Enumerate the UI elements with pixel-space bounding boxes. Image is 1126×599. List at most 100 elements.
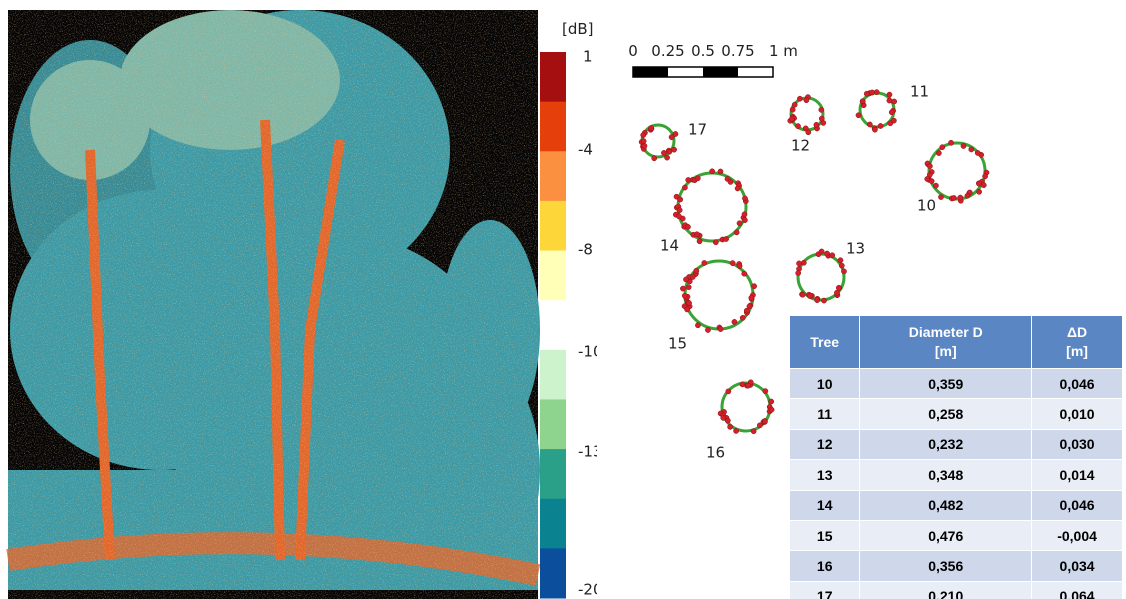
scan-point: [763, 389, 768, 394]
colorbar-band: [540, 449, 566, 499]
scan-point: [925, 176, 930, 181]
tree-label: 11: [910, 83, 929, 101]
tree-label: 10: [917, 197, 936, 215]
figure: [dB] 1-4-8-10-13-20 00.250.50.751 m 1712…: [0, 0, 1126, 599]
diameter-table: TreeDiameter D [m]ΔD [m] 100,3590,046110…: [790, 316, 1123, 599]
scan-point: [726, 389, 731, 394]
scan-point: [667, 149, 672, 154]
scan-point: [819, 249, 824, 254]
colorbar: [540, 52, 566, 599]
scan-point: [728, 179, 733, 184]
scan-point: [977, 189, 982, 194]
table-cell: 13: [790, 460, 860, 490]
scan-point: [734, 230, 739, 235]
table-cell: 14: [790, 490, 860, 520]
table-cell: 0,258: [860, 399, 1032, 429]
tree-label: 14: [660, 237, 679, 255]
scan-point: [710, 169, 715, 174]
colorbar-tick-label: 1: [583, 48, 593, 66]
scan-point: [685, 224, 690, 229]
scan-point: [684, 307, 689, 312]
scan-point: [860, 99, 865, 104]
scan-point: [682, 185, 687, 190]
table-cell: 0,046: [1032, 490, 1123, 520]
scan-point: [641, 133, 646, 138]
colorbar-tick-label: -20: [578, 581, 603, 599]
scan-point: [830, 253, 835, 258]
table-cell: 0,064: [1032, 581, 1123, 599]
table-cell: 0,482: [860, 490, 1032, 520]
scan-point: [864, 91, 869, 96]
scale-label: 0.5: [691, 42, 715, 60]
table-cell: 0,046: [1032, 369, 1123, 399]
scan-point: [742, 196, 747, 201]
colorbar-band: [540, 399, 566, 449]
scan-point: [814, 122, 819, 127]
scan-point: [705, 327, 710, 332]
scan-point: [680, 286, 685, 291]
table-cell: 0,030: [1032, 429, 1123, 459]
scan-point: [892, 99, 897, 104]
scan-point: [936, 150, 941, 155]
point-cloud-image: [8, 10, 540, 599]
scan-point: [856, 113, 861, 118]
scan-point: [927, 164, 932, 169]
scan-point: [721, 415, 726, 420]
scan-point: [839, 263, 844, 268]
table-cell: 11: [790, 399, 860, 429]
colorbar-unit: [dB]: [562, 20, 594, 38]
scan-point: [790, 107, 795, 112]
scan-point: [664, 155, 669, 160]
scan-point: [807, 293, 812, 298]
scan-point: [695, 176, 700, 181]
table-row: 110,2580,010: [790, 399, 1123, 429]
table-cell: 0,356: [860, 551, 1032, 581]
colorbar-band: [540, 251, 566, 301]
scan-point: [867, 122, 872, 127]
scan-point: [796, 270, 801, 275]
scan-point: [751, 429, 756, 434]
scan-point: [976, 181, 981, 186]
colorbar-band: [540, 548, 566, 598]
scan-point: [732, 319, 737, 324]
scan-point: [694, 268, 699, 273]
scan-point: [724, 236, 729, 241]
table-header-cell: ΔD [m]: [1032, 316, 1123, 369]
scan-point: [718, 169, 723, 174]
scan-point: [889, 110, 894, 115]
scan-point: [797, 96, 802, 101]
scan-point: [718, 326, 723, 331]
scan-point: [800, 292, 805, 297]
table-cell: 0,014: [1032, 460, 1123, 490]
scan-point: [940, 145, 945, 150]
table-header-cell: Diameter D [m]: [860, 316, 1032, 369]
tree-section: 11: [856, 83, 929, 133]
scan-point: [870, 90, 875, 95]
table-row: 100,3590,046: [790, 369, 1123, 399]
scan-point: [746, 383, 751, 388]
scan-point: [697, 239, 702, 244]
scan-point: [735, 186, 740, 191]
scan-point: [752, 284, 757, 289]
colorbar-tick-label: -4: [578, 141, 593, 159]
scan-point: [887, 92, 892, 97]
tree-section: 13: [796, 240, 866, 304]
scan-point: [769, 407, 774, 412]
scan-point: [749, 295, 754, 300]
scan-point: [690, 274, 695, 279]
table-cell: 0,348: [860, 460, 1032, 490]
scan-point: [834, 290, 839, 295]
scan-point: [742, 271, 747, 276]
tree-label: 15: [668, 335, 687, 353]
colorbar-tick-label: -13: [578, 443, 603, 461]
scan-point: [713, 240, 718, 245]
table-cell: 0,476: [860, 520, 1032, 550]
scale-label: 1 m: [769, 42, 798, 60]
scan-point: [878, 123, 883, 128]
tree-label: 16: [706, 444, 725, 462]
